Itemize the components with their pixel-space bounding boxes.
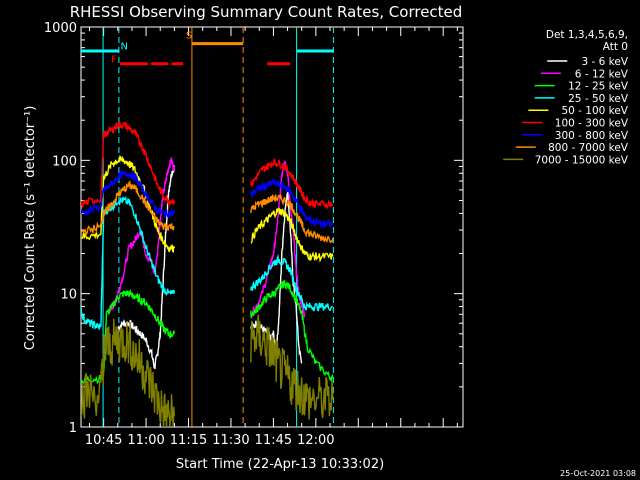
y-tick-label: 1000 — [44, 21, 77, 36]
series-line — [250, 279, 334, 382]
x-tick-label: 11:45 — [255, 433, 292, 448]
x-tick-label: 12:00 — [297, 433, 334, 448]
legend-entry-label: 800 - 7000 keV — [548, 142, 629, 154]
x-tick-label: 11:30 — [212, 433, 249, 448]
x-axis-ticks: 10:45 11:00 11:15 11:30 11:45 12:00 — [85, 27, 458, 448]
plot-axes — [80, 26, 464, 428]
flag-letter: S — [186, 30, 192, 41]
x-tick-label: 10:45 — [85, 433, 122, 448]
series-line — [250, 160, 306, 320]
y-axis-ticks: 1 10 100 1000 — [44, 21, 463, 436]
legend-entry-label: 12 - 25 keV — [568, 81, 629, 93]
footer-timestamp: 25-Oct-2021 03:08 — [560, 469, 636, 478]
y-tick-label: 1 — [69, 421, 77, 436]
annotations: FN S — [81, 27, 334, 427]
flag-letter: F — [111, 55, 117, 66]
series-line — [250, 194, 334, 244]
series-line — [250, 178, 333, 230]
legend-entry-label: 25 - 50 keV — [568, 93, 629, 105]
legend-entry-label: 100 - 300 keV — [555, 118, 629, 130]
legend-entry-label: 6 - 12 keV — [575, 68, 629, 80]
plot-frame — [80, 26, 464, 428]
x-tick-label: 11:00 — [127, 433, 164, 448]
legend-entry-label: 50 - 100 keV — [561, 105, 628, 117]
legend-entry-label: 7000 - 15000 keV — [535, 154, 629, 166]
legend-entry-label: 300 - 800 keV — [555, 130, 629, 142]
legend-entry-label: 3 - 6 keV — [581, 56, 628, 68]
series-line — [81, 195, 176, 330]
legend-header: Att 0 — [603, 41, 628, 53]
y-tick-label: 10 — [60, 288, 77, 303]
series-line — [81, 121, 176, 209]
series-line — [250, 253, 333, 312]
series-lines — [81, 121, 334, 427]
series-line — [250, 207, 334, 263]
chart-title: RHESSI Observing Summary Count Rates, Co… — [70, 3, 463, 21]
x-axis-label: Start Time (22-Apr-13 10:33:02) — [176, 457, 384, 472]
series-line — [81, 318, 176, 427]
legend-header: Det 1,3,4,5,6,9, — [546, 29, 628, 41]
series-line — [250, 314, 334, 420]
y-axis-label: Corrected Count Rate (s⁻¹ detector⁻¹) — [23, 106, 38, 351]
series-line — [81, 180, 175, 237]
flag-letter: N — [121, 41, 128, 52]
y-tick-label: 100 — [52, 154, 77, 169]
series-line — [81, 169, 176, 219]
x-tick-label: 11:15 — [170, 433, 207, 448]
series-line — [250, 158, 334, 210]
